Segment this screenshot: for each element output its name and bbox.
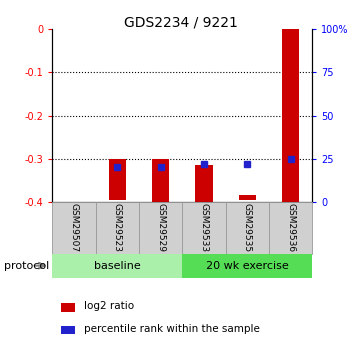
Text: GSM29507: GSM29507	[70, 203, 78, 252]
Text: 20 wk exercise: 20 wk exercise	[206, 261, 289, 270]
Bar	[61, 303, 75, 312]
Text: GSM29523: GSM29523	[113, 203, 122, 252]
Text: percentile rank within the sample: percentile rank within the sample	[83, 324, 260, 334]
Text: GSM29536: GSM29536	[286, 203, 295, 252]
Bar	[96, 202, 139, 254]
Bar	[52, 202, 96, 254]
Bar	[269, 202, 312, 254]
Bar	[152, 159, 169, 202]
Bar	[226, 202, 269, 254]
Bar	[195, 165, 213, 202]
Bar	[61, 326, 75, 334]
Bar	[239, 195, 256, 200]
Text: GDS2234 / 9221: GDS2234 / 9221	[123, 16, 238, 30]
Bar	[282, 29, 299, 202]
Text: GSM29533: GSM29533	[200, 203, 208, 252]
Text: log2 ratio: log2 ratio	[83, 302, 134, 311]
Text: baseline: baseline	[94, 261, 141, 270]
Bar	[52, 254, 182, 278]
Text: protocol: protocol	[4, 261, 49, 270]
Bar	[182, 202, 226, 254]
Bar	[182, 254, 312, 278]
Text: GSM29529: GSM29529	[156, 203, 165, 252]
Bar	[109, 159, 126, 200]
Bar	[139, 202, 182, 254]
Text: GSM29535: GSM29535	[243, 203, 252, 252]
